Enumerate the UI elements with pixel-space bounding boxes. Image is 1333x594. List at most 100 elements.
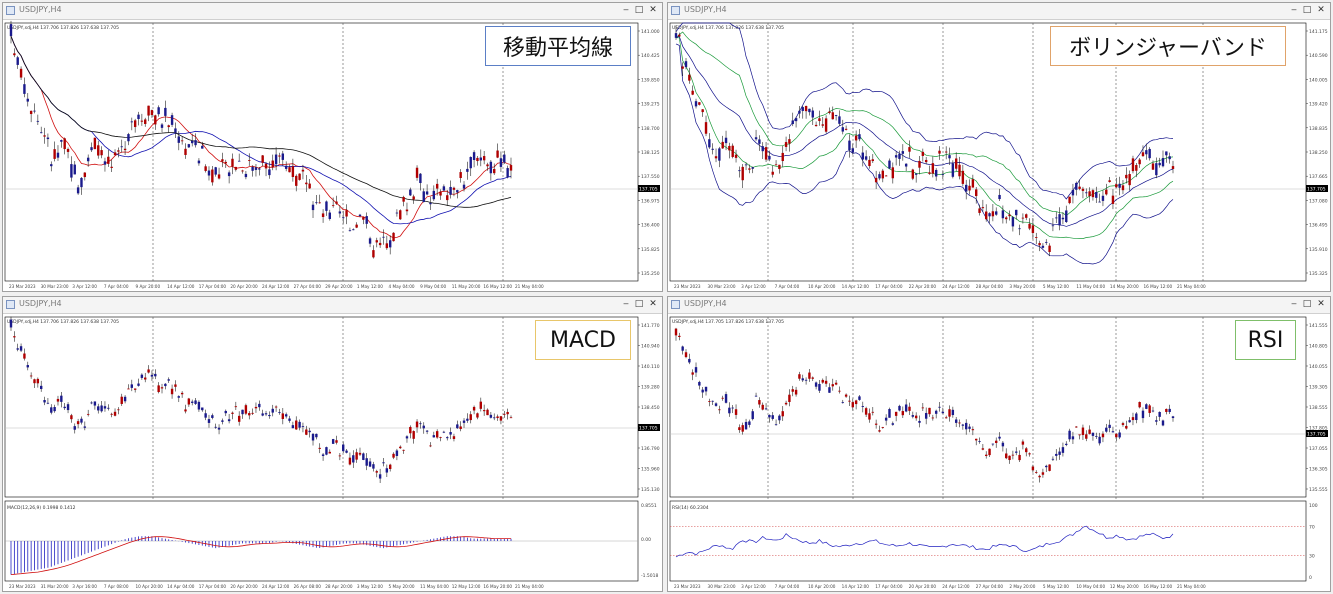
candle-body: [33, 379, 36, 384]
price-label: 140.005: [1309, 77, 1328, 83]
candle-body: [844, 128, 848, 130]
candle-body: [9, 24, 13, 37]
candle-body: [834, 115, 838, 117]
ma-mid-line: [10, 35, 512, 225]
candle-body: [362, 217, 365, 220]
close-button[interactable]: ✕: [649, 299, 657, 309]
chart-window-macd[interactable]: USDJPY,H4 ‒ □ ✕ USDJPY,sdj,H4 137.706 13…: [2, 296, 663, 592]
price-chart-ma[interactable]: USDJPY,sdj,H4 137.706 137.826 137.638 13…: [3, 19, 662, 291]
candle-body: [1168, 408, 1171, 413]
rsi-subwindow: [669, 500, 1307, 582]
candle-body: [1158, 411, 1161, 417]
window-titlebar[interactable]: USDJPY,H4 ‒ □ ✕: [3, 3, 662, 20]
candle-body: [908, 147, 911, 152]
price-chart-rsi[interactable]: USDJPY,sdj,H4 137.705 137.826 137.638 13…: [668, 313, 1330, 591]
price-label: 136.975: [641, 198, 660, 204]
candle-body: [1025, 448, 1028, 453]
time-label: 3 Apr 16:00: [72, 584, 97, 589]
candle-body: [934, 410, 938, 414]
candle-body: [864, 156, 868, 160]
candle-body: [1115, 184, 1118, 188]
price-chart-bb[interactable]: USDJPY,sdj,H4 137.706 137.826 137.638 13…: [668, 19, 1330, 291]
minimize-button[interactable]: ‒: [1291, 5, 1297, 15]
candle-body: [961, 170, 965, 184]
candle-body: [503, 154, 506, 163]
price-label: 137.055: [1309, 446, 1328, 452]
minimize-button[interactable]: ‒: [623, 299, 629, 309]
candle-body: [934, 169, 938, 177]
time-label: 21 May 04:00: [1177, 584, 1206, 589]
candle-body: [1048, 245, 1051, 252]
candle-body: [197, 160, 201, 164]
candle-body: [1065, 210, 1068, 222]
candle-body: [13, 53, 16, 56]
maximize-button[interactable]: □: [1302, 5, 1312, 15]
price-label: 140.055: [1309, 364, 1328, 370]
candle-body: [26, 98, 29, 102]
candle-body: [301, 169, 305, 172]
maximize-button[interactable]: □: [634, 5, 644, 15]
candle-body: [941, 174, 945, 175]
candle-body: [771, 415, 774, 419]
close-button[interactable]: ✕: [649, 5, 657, 15]
candle-body: [878, 430, 881, 432]
chart-window-rsi[interactable]: USDJPY,H4 ‒ □ ✕ USDJPY,sdj,H4 137.705 13…: [667, 296, 1331, 592]
maximize-button[interactable]: □: [634, 299, 644, 309]
candle-body: [80, 418, 83, 423]
candle-body: [1055, 217, 1058, 219]
candle-body: [975, 189, 978, 197]
candle-body: [804, 379, 808, 381]
close-button[interactable]: ✕: [1317, 299, 1325, 309]
time-label: 21 May 04:00: [1177, 284, 1206, 289]
candle-body: [694, 101, 698, 107]
chart-window-ma[interactable]: USDJPY,H4 ‒ □ ✕ USDJPY,sdj,H4 137.706 13…: [2, 2, 663, 292]
candle-body: [321, 213, 325, 217]
candle-body: [1151, 410, 1155, 412]
candle-body: [801, 378, 804, 381]
window-titlebar[interactable]: USDJPY,H4 ‒ □ ✕: [3, 297, 662, 314]
candle-body: [1098, 436, 1101, 444]
time-label: 24 Apr 12:00: [942, 584, 970, 589]
bb-lower-2sigma: [675, 43, 1174, 265]
chart-window-icon: [6, 6, 15, 15]
candle-body: [261, 413, 264, 416]
candle-body: [941, 411, 945, 414]
minimize-button[interactable]: ‒: [1291, 299, 1297, 309]
close-button[interactable]: ✕: [1317, 5, 1325, 15]
candle-body: [194, 140, 197, 146]
candle-body: [958, 164, 961, 177]
window-titlebar[interactable]: USDJPY,H4 ‒ □ ✕: [668, 3, 1330, 20]
candle-body: [901, 411, 905, 416]
candle-body: [476, 413, 479, 418]
maximize-button[interactable]: □: [1302, 299, 1312, 309]
candle-body: [50, 164, 53, 167]
candle-body: [778, 164, 781, 170]
minimize-button[interactable]: ‒: [623, 5, 629, 15]
candle-body: [248, 413, 251, 416]
price-label: 135.910: [1309, 247, 1328, 253]
candle-body: [1028, 223, 1031, 229]
candle-body: [46, 402, 50, 404]
price-chart-macd[interactable]: USDJPY,sdj,H4 137.706 137.826 137.638 13…: [3, 313, 662, 591]
candle-body: [368, 238, 372, 244]
chart-window-bb[interactable]: USDJPY,H4 ‒ □ ✕ USDJPY,sdj,H4 137.706 13…: [667, 2, 1331, 292]
candle-body: [998, 194, 1001, 200]
candle-body: [1058, 451, 1061, 455]
candle-body: [221, 159, 224, 162]
candle-body: [419, 423, 422, 425]
candle-body: [53, 407, 56, 412]
candle-body: [1095, 435, 1098, 437]
candle-body: [844, 394, 848, 397]
window-titlebar[interactable]: USDJPY,H4 ‒ □ ✕: [668, 297, 1330, 314]
candle-body: [446, 437, 449, 439]
candle-body: [284, 414, 288, 417]
candle-body: [958, 422, 961, 424]
symbol-info: USDJPY,sdj,H4 137.706 137.826 137.638 13…: [7, 319, 119, 325]
time-label: 7 Apr 04:00: [104, 284, 129, 289]
candle-body: [1111, 195, 1115, 204]
candle-body: [828, 111, 831, 113]
candle-body: [985, 211, 988, 220]
time-label: 26 Apr 08:00: [294, 584, 322, 589]
candle-body: [1138, 159, 1141, 165]
candle-body: [981, 207, 985, 209]
